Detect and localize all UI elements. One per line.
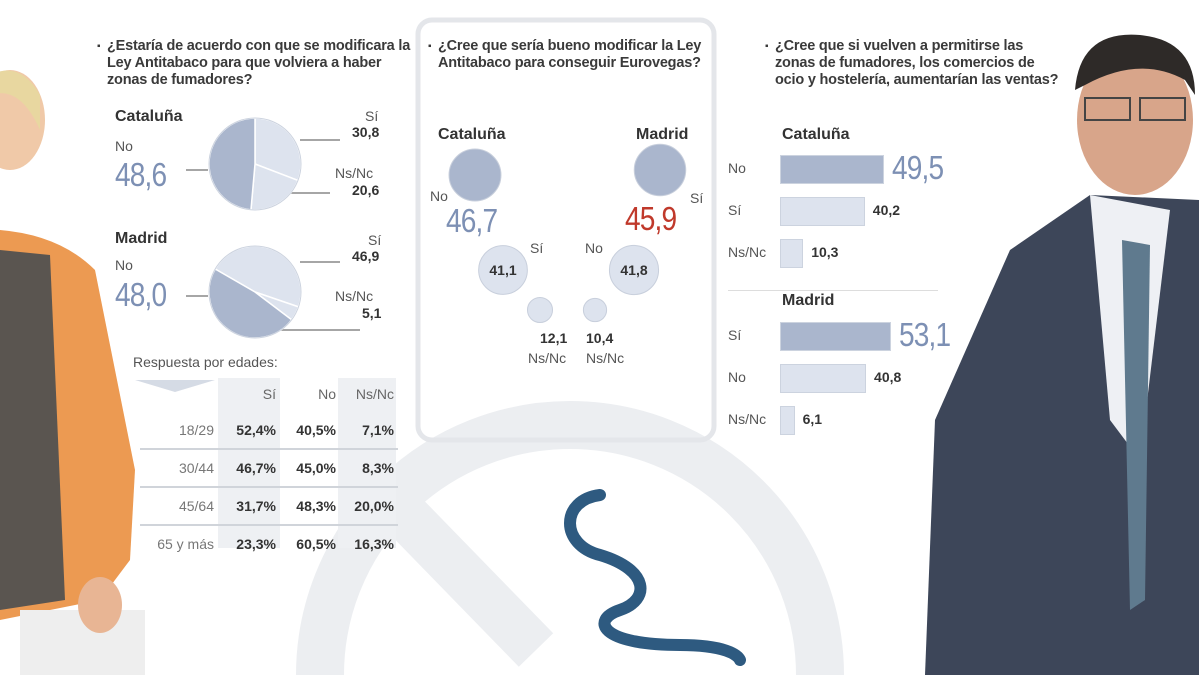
- q1-mad-si-label: Sí: [368, 232, 382, 248]
- bar-label: No: [728, 160, 746, 176]
- pie-outline: [208, 245, 302, 339]
- q2-bubble-chart: 41,1 41,8: [448, 143, 687, 324]
- ages-cell: 23,3%: [236, 536, 276, 552]
- col-si: Sí: [262, 386, 276, 402]
- q1-cataluna-title: Cataluña: [115, 108, 183, 125]
- leader-lines: [186, 139, 360, 331]
- photo-man: [925, 34, 1199, 675]
- q3-divider: [728, 290, 938, 291]
- ages-cell: 31,7%: [236, 498, 276, 514]
- q1-mad-ns-value: 5,1: [362, 305, 382, 321]
- center-panel-border: [415, 17, 717, 443]
- bar-value: 53,1: [899, 316, 951, 353]
- pie-slice-cataluña-no: [208, 117, 256, 211]
- bar-cataluna-no: [780, 155, 884, 184]
- q3-madrid-title: Madrid: [782, 292, 835, 309]
- ages-cell: 46,7%: [236, 460, 276, 476]
- q2-cat-ns-value: 12,1: [540, 330, 568, 346]
- bubble-label: 41,8: [620, 262, 647, 278]
- q1-mad-ns-label: Ns/Nc: [335, 288, 374, 304]
- q1-pie-charts: [186, 117, 360, 339]
- ages-row: 65 y más 23,3% 60,5% 16,3%: [140, 525, 398, 562]
- q2-question: ¿Cree que sería bueno modificar la Ley A…: [428, 38, 713, 72]
- pie-outline: [208, 117, 302, 211]
- smoke-icon: [564, 489, 746, 666]
- ages-cell: 16,3%: [354, 536, 394, 552]
- ages-header-row: Sí No Ns/Nc: [140, 376, 398, 412]
- bar-value: 49,5: [891, 149, 944, 186]
- bar-cataluna-sí: [780, 197, 865, 226]
- bar-cataluna-nsnc: [780, 239, 804, 268]
- q1-cat-no-label: No: [115, 138, 133, 154]
- ages-cell: 40,5%: [296, 422, 336, 438]
- bar-label: Ns/Nc: [728, 244, 767, 260]
- ages-row: 18/29 52,4% 40,5% 7,1%: [140, 412, 398, 449]
- ages-cell: 52,4%: [236, 422, 276, 438]
- q2-mad-ns-label: Ns/Nc: [586, 350, 625, 366]
- q2-cat-ns-label: Ns/Nc: [528, 350, 567, 366]
- bubble-cataluña-no: [448, 148, 502, 202]
- bar-value: 10,3: [811, 244, 839, 260]
- ages-cell: 45,0%: [296, 460, 336, 476]
- bubble-madrid-sí: [633, 143, 687, 197]
- bubble-cataluña-sí: [478, 245, 528, 295]
- q2-cat-no-value: 46,7: [446, 202, 498, 239]
- ages-arrow: [135, 380, 215, 392]
- ages-cell: 20,0%: [354, 498, 394, 514]
- ages-cell: 48,3%: [296, 498, 336, 514]
- bar-value: 40,2: [872, 202, 901, 218]
- q3-question: ¿Cree que si vuelven a permitirse las zo…: [765, 38, 1065, 89]
- bar-label: Ns/Nc: [728, 411, 767, 427]
- bar-madrid-nsnc: [780, 406, 795, 435]
- photo-woman: [0, 70, 145, 675]
- ages-title: Respuesta por edades:: [133, 354, 278, 370]
- ages-row-label: 18/29: [178, 422, 214, 438]
- q1-cat-ns-label: Ns/Nc: [335, 165, 374, 181]
- q3-cataluna-title: Cataluña: [782, 126, 850, 143]
- ages-cell: 8,3%: [362, 460, 394, 476]
- q1-cat-no-value: 48,6: [115, 156, 167, 193]
- q2-cat-si-label: Sí: [530, 240, 544, 256]
- bar-madrid-sí: [780, 322, 892, 351]
- q1-madrid-title: Madrid: [115, 230, 168, 247]
- bar-label: Sí: [728, 202, 742, 218]
- q2-cataluna-title: Cataluña: [438, 126, 506, 143]
- q1-question: ¿Estaría de acuerdo con que se modificar…: [97, 38, 417, 89]
- ages-row: 45/64 31,7% 48,3% 20,0%: [140, 487, 398, 525]
- no-smoking-sign: [296, 401, 844, 675]
- bubble-cataluña-nsnc: [526, 296, 554, 324]
- ages-row-label: 65 y más: [157, 536, 214, 552]
- bubble-label: 41,1: [489, 262, 516, 278]
- ages-row-label: 45/64: [178, 498, 214, 514]
- bar-value: 40,8: [874, 369, 902, 385]
- q2-mad-si-label: Sí: [690, 190, 704, 206]
- bubble-madrid-nsnc: [582, 297, 608, 323]
- col-ns: Ns/Nc: [355, 386, 394, 402]
- q1-cat-si-label: Sí: [365, 108, 379, 124]
- q2-cat-no-label: No: [430, 188, 448, 204]
- q2-madrid-title: Madrid: [636, 126, 689, 143]
- q1-cat-si-value: 30,8: [352, 124, 380, 140]
- col-no: No: [318, 386, 336, 402]
- ages-table: Sí No Ns/Nc 18/29 52,4% 40,5% 7,1% 30/44 46,7% 4…: [140, 376, 398, 562]
- ages-row-label: 30/44: [178, 460, 214, 476]
- bubble-madrid-no: [608, 244, 660, 296]
- ages-cell: 60,5%: [296, 536, 336, 552]
- q1-mad-si-value: 46,9: [352, 248, 380, 264]
- col-shade-si: [218, 378, 280, 548]
- q1-mad-no-label: No: [115, 257, 133, 273]
- q1-cat-ns-value: 20,6: [352, 182, 380, 198]
- q1-mad-no-value: 48,0: [115, 276, 167, 313]
- q2-mad-no-label: No: [585, 240, 603, 256]
- col-shade-ns: [338, 378, 396, 548]
- q2-mad-si-value: 45,9: [625, 200, 677, 237]
- bar-value: 6,1: [802, 411, 823, 427]
- ages-row: 30/44 46,7% 45,0% 8,3%: [140, 449, 398, 487]
- bar-madrid-no: [780, 364, 867, 393]
- bar-label: Sí: [728, 327, 742, 343]
- ages-cell: 7,1%: [362, 422, 394, 438]
- q2-mad-ns-value: 10,4: [586, 330, 614, 346]
- bar-label: No: [728, 369, 746, 385]
